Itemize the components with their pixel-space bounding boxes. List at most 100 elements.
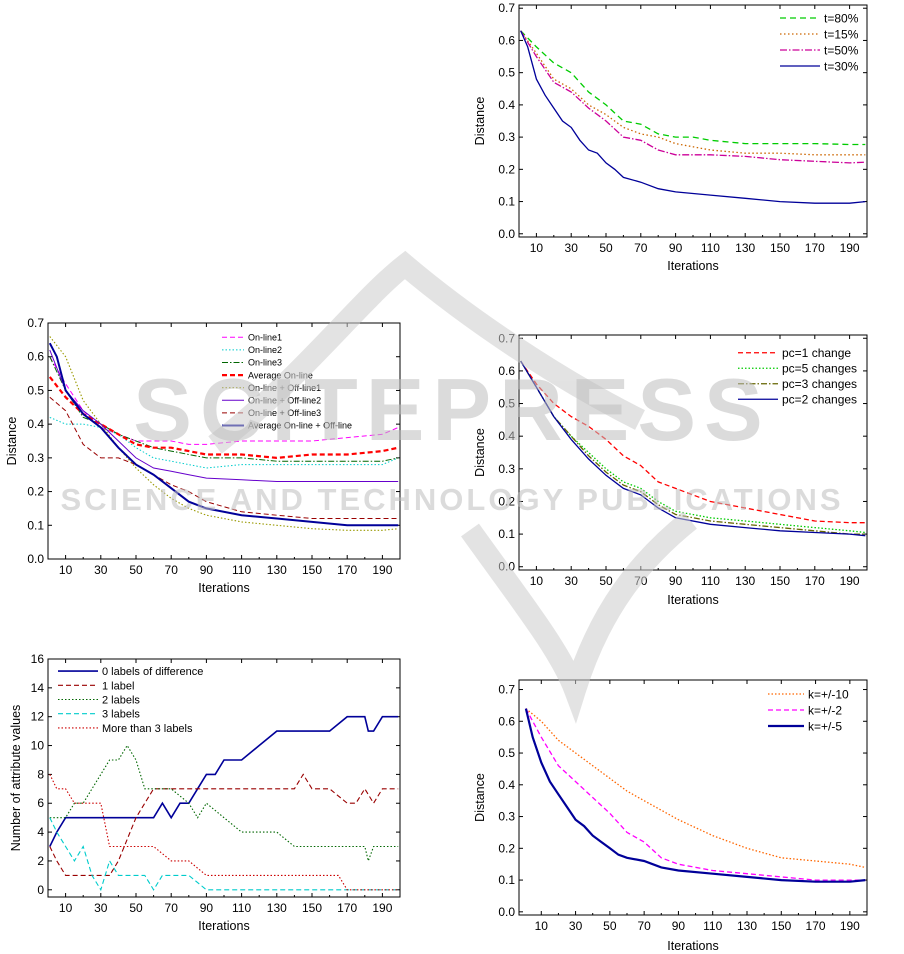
y-tick-label: 0.7 xyxy=(27,316,44,330)
x-axis-label: Iterations xyxy=(198,581,249,595)
series-line-2 xyxy=(524,708,866,883)
x-tick-label: 30 xyxy=(94,901,108,915)
y-tick-label: 0.3 xyxy=(498,810,515,824)
x-tick-label: 170 xyxy=(337,901,357,915)
legend-label: t=15% xyxy=(824,27,859,41)
y-tick-label: 0.4 xyxy=(498,778,515,792)
y-tick-label: 0.0 xyxy=(27,552,44,566)
x-tick-label: 110 xyxy=(232,563,251,577)
y-tick-label: 0.5 xyxy=(498,746,515,760)
x-tick-label: 50 xyxy=(599,241,613,255)
series-line-2 xyxy=(520,360,866,535)
y-tick-label: 0.1 xyxy=(27,518,44,532)
legend-label: t=50% xyxy=(824,43,859,57)
y-tick-label: 0.5 xyxy=(498,66,515,80)
y-tick-label: 4 xyxy=(37,825,44,839)
y-tick-label: 0.0 xyxy=(498,905,515,919)
y-axis-label: Distance xyxy=(5,417,19,466)
x-tick-label: 30 xyxy=(565,574,579,588)
chart-top-right: 10 30 50 70 90 110 130 150 170 190 0.0 0.1 0.2 0.3 0.4… xyxy=(473,1,868,273)
series-line-1 xyxy=(49,773,399,876)
legend-label: 2 labels xyxy=(102,694,140,706)
x-tick-label: 70 xyxy=(165,901,179,915)
series-line-1 xyxy=(520,30,866,156)
x-tick-label: 10 xyxy=(535,919,549,933)
x-tick-label: 110 xyxy=(701,574,720,588)
y-tick-label: 0.3 xyxy=(498,130,515,144)
x-tick-label: 50 xyxy=(603,919,617,933)
y-tick-label: 0.2 xyxy=(498,494,515,508)
x-tick-label: 50 xyxy=(599,574,613,588)
y-tick-label: 0.1 xyxy=(498,527,515,541)
x-tick-label: 190 xyxy=(840,919,860,933)
watermark-swoosh-icon xyxy=(208,250,697,724)
legend-label: On-line1 xyxy=(248,333,282,343)
y-tick-label: 16 xyxy=(31,652,45,666)
x-axis-label: Iterations xyxy=(198,919,249,933)
x-tick-label: 190 xyxy=(372,563,392,577)
legend: k=+/-10 k=+/-2 k=+/-5 xyxy=(768,687,849,733)
legend-label: On-line + Off-line2 xyxy=(248,396,321,406)
x-tick-label: 10 xyxy=(530,241,544,255)
x-tick-label: 90 xyxy=(672,919,686,933)
x-tick-label: 170 xyxy=(805,241,825,255)
y-tick-label: 0.7 xyxy=(498,1,515,15)
x-tick-label: 150 xyxy=(302,901,322,915)
y-tick-label: 0.6 xyxy=(498,364,515,378)
y-tick-label: 10 xyxy=(31,739,45,753)
x-tick-label: 90 xyxy=(200,563,214,577)
x-tick-label: 170 xyxy=(806,919,826,933)
x-tick-label: 90 xyxy=(669,574,683,588)
y-tick-label: 0.5 xyxy=(27,383,44,397)
x-axis-label: Iterations xyxy=(667,259,718,273)
x-tick-label: 110 xyxy=(232,901,251,915)
x-tick-label: 190 xyxy=(372,901,392,915)
series-line-3 xyxy=(520,30,866,204)
watermark: SCITEPRESS SCIENCE AND TECHNOLOGY PUBLIC… xyxy=(60,250,843,724)
x-tick-label: 130 xyxy=(737,919,757,933)
y-tick-label: 6 xyxy=(37,796,44,810)
x-tick-label: 90 xyxy=(669,241,683,255)
y-tick-label: 0.4 xyxy=(498,429,515,443)
x-tick-label: 150 xyxy=(770,241,790,255)
y-tick-label: 0.2 xyxy=(498,841,515,855)
series-line-4 xyxy=(49,336,399,531)
x-tick-label: 10 xyxy=(59,563,73,577)
legend-label: 0 labels of difference xyxy=(102,666,203,678)
y-tick-label: 0.5 xyxy=(498,397,515,411)
y-tick-label: 0.3 xyxy=(27,451,44,465)
series-line-4 xyxy=(49,774,399,891)
plot-frame xyxy=(47,658,401,898)
y-tick-label: 0.4 xyxy=(498,98,515,112)
legend-label: k=+/-2 xyxy=(808,703,842,717)
y-tick-label: 8 xyxy=(37,767,44,781)
series-line-1 xyxy=(525,708,866,881)
x-tick-label: 150 xyxy=(302,563,322,577)
y-tick-label: 0.6 xyxy=(498,33,515,47)
plot-frame xyxy=(518,679,868,916)
legend-label: t=80% xyxy=(824,11,859,25)
legend-label: pc=5 changes xyxy=(782,362,857,376)
legend-label: t=30% xyxy=(824,59,859,73)
series-line-7 xyxy=(48,342,399,527)
legend-label: pc=3 changes xyxy=(782,377,857,391)
x-tick-label: 190 xyxy=(840,574,860,588)
y-tick-label: 12 xyxy=(31,710,45,724)
legend-label: More than 3 labels xyxy=(102,723,193,735)
legend-label: k=+/-10 xyxy=(808,687,849,701)
series-line-5 xyxy=(49,349,399,482)
legend-label: 3 labels xyxy=(102,709,140,721)
watermark-sub: SCIENCE AND TECHNOLOGY PUBLICATIONS xyxy=(60,482,843,517)
y-tick-label: 0.1 xyxy=(498,195,515,209)
y-tick-label: 0.6 xyxy=(498,714,515,728)
x-tick-label: 130 xyxy=(735,241,755,255)
series-line-3 xyxy=(520,360,866,537)
series-line-0 xyxy=(520,30,866,146)
y-axis-label: Number of attribute values xyxy=(9,705,23,852)
series-line-0 xyxy=(525,708,866,869)
x-tick-label: 90 xyxy=(200,901,214,915)
legend-label: On-line + Off-line3 xyxy=(248,408,321,418)
x-tick-label: 30 xyxy=(569,919,583,933)
legend-label: pc=1 change xyxy=(782,346,851,360)
